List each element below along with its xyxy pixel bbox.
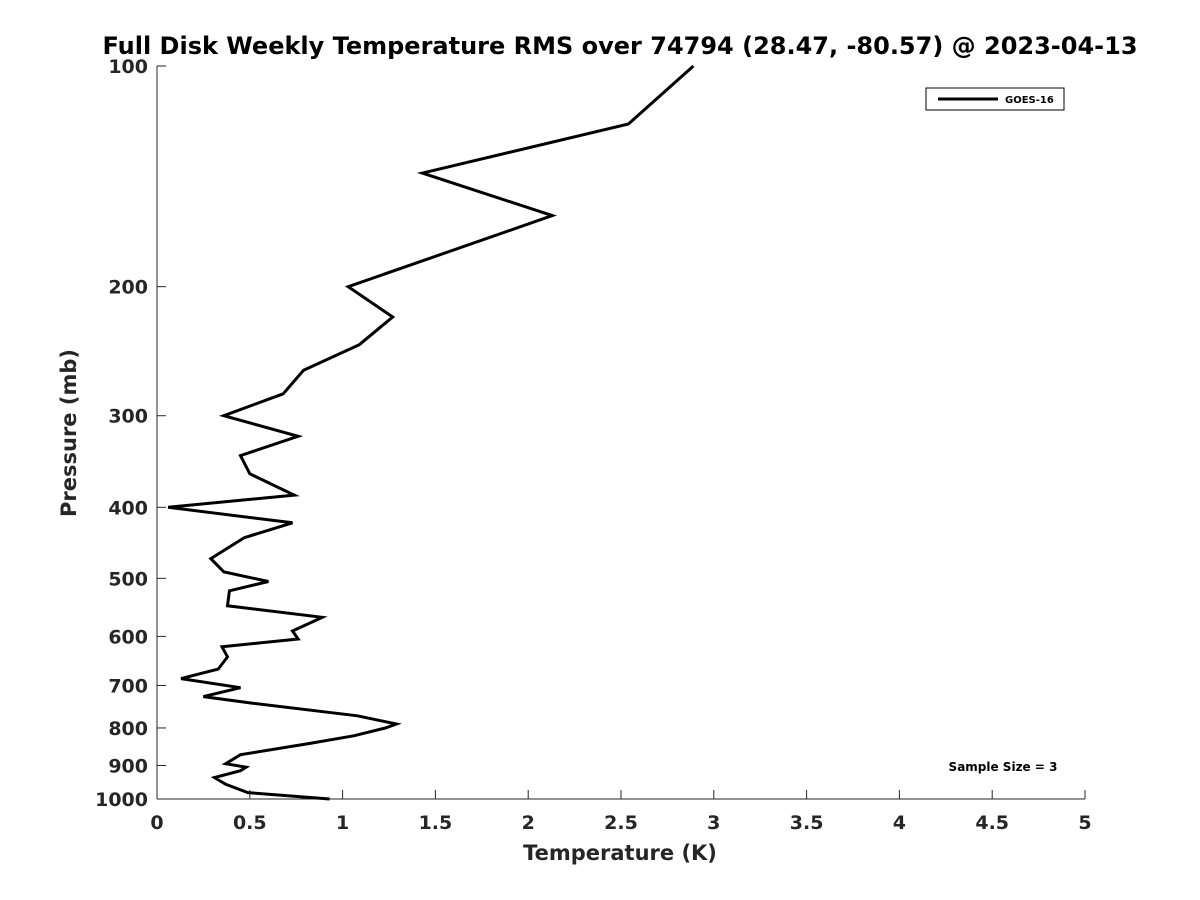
y-tick-label: 100: [108, 56, 148, 78]
series-line-goes-16: [167, 64, 695, 801]
x-tick-label: 4: [893, 812, 906, 834]
tick-group: 0 0.5 1 1.5 2 2.5 3 3.5 4 4.5 5 100 200 300 400 500 600 7…: [95, 56, 1092, 834]
x-tick-label: 5: [1078, 812, 1091, 834]
x-tick-label: 0: [150, 812, 163, 834]
y-tick-label: 600: [108, 626, 148, 648]
x-tick-label: 1.5: [419, 812, 453, 834]
x-tick-label: 1: [336, 812, 349, 834]
axes: [156, 66, 1085, 800]
x-tick-label: 3: [707, 812, 720, 834]
y-tick-label: 800: [108, 718, 148, 740]
series-group: [167, 64, 695, 801]
y-tick-label: 200: [108, 277, 148, 299]
x-tick-label: 2: [522, 812, 535, 834]
y-tick-label: 900: [108, 755, 148, 777]
x-tick-label: 4.5: [975, 812, 1009, 834]
x-tick-label: 3.5: [790, 812, 824, 834]
sample-size-annotation: Sample Size = 3: [949, 760, 1058, 774]
x-tick-label: 0.5: [233, 812, 267, 834]
y-tick-label: 700: [108, 675, 148, 697]
legend-label: GOES-16: [1005, 95, 1054, 106]
y-tick-label: 1000: [95, 789, 148, 811]
y-tick-label: 500: [108, 568, 148, 590]
x-axis-label: Temperature (K): [523, 841, 717, 865]
chart-title: Full Disk Weekly Temperature RMS over 74…: [102, 32, 1137, 60]
y-axis-label: Pressure (mb): [57, 349, 81, 517]
y-tick-label: 400: [108, 497, 148, 519]
legend: GOES-16: [925, 87, 1065, 111]
y-tick-label: 300: [108, 406, 148, 428]
x-tick-label: 2.5: [604, 812, 638, 834]
